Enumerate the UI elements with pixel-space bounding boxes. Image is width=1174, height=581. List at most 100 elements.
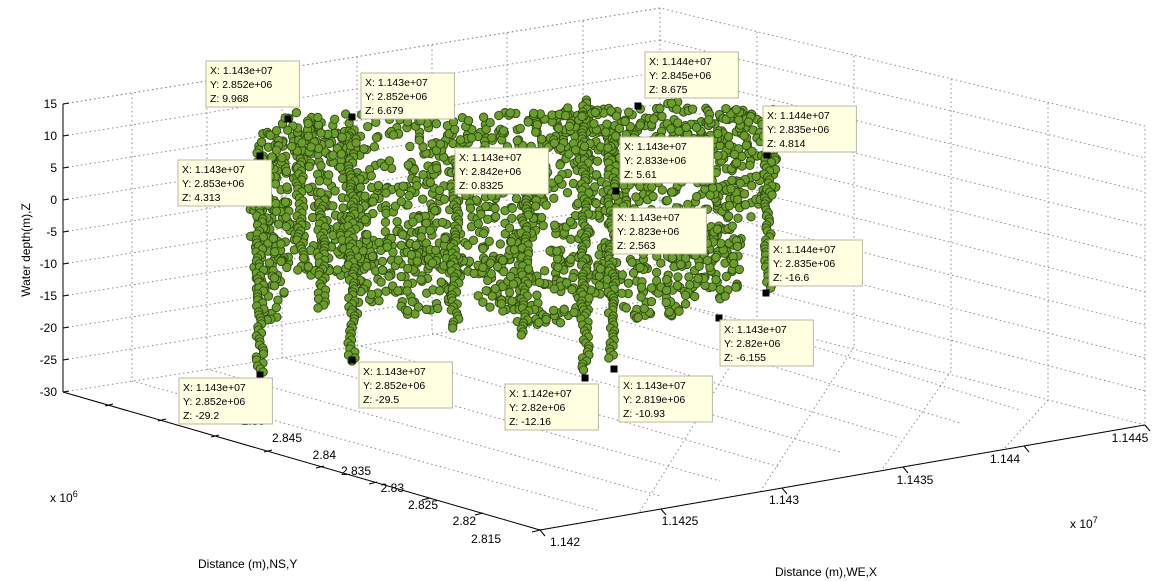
data-point: [655, 103, 665, 114]
datatip[interactable]: X: 1.143e+07 Y: 2.852e+06 Z: 9.968: [205, 60, 300, 108]
data-point: [713, 128, 723, 139]
datatip-marker[interactable]: [715, 314, 723, 322]
data-point: [506, 271, 516, 282]
data-point: [740, 200, 751, 210]
data-point: [711, 275, 721, 285]
datatip[interactable]: X: 1.143e+07 Y: 2.852e+06 Z: 6.679: [360, 72, 455, 120]
datatip-marker[interactable]: [762, 289, 770, 297]
data-point: [567, 284, 577, 295]
datatip-marker[interactable]: [256, 371, 264, 379]
datatip-line: Y: 2.835e+06: [773, 258, 835, 270]
datatip[interactable]: X: 1.143e+07 Y: 2.82e+06 Z: -6.155: [719, 319, 814, 367]
data-point: [589, 119, 599, 129]
datatip-marker[interactable]: [348, 113, 356, 121]
data-point: [565, 216, 576, 227]
datatip-marker[interactable]: [610, 365, 618, 373]
datatip[interactable]: X: 1.144e+07 Y: 2.835e+06 Z: 4.814: [762, 105, 857, 153]
datatip-line: Z: -29.2: [183, 410, 219, 422]
data-point: [603, 143, 613, 153]
datatip[interactable]: X: 1.143e+07 Y: 2.823e+06 Z: 2.563: [612, 207, 707, 255]
data-point: [431, 119, 442, 129]
datatip[interactable]: X: 1.142e+07 Y: 2.82e+06 Z: -12.16: [504, 383, 599, 431]
data-point: [681, 122, 691, 133]
data-point: [657, 185, 667, 195]
datatip-marker[interactable]: [256, 152, 264, 160]
data-point: [268, 233, 278, 244]
data-point: [506, 237, 517, 247]
data-point: [661, 297, 671, 308]
data-point: [337, 132, 347, 142]
data-point: [380, 226, 390, 237]
data-point: [661, 285, 672, 296]
data-point: [536, 212, 547, 223]
data-point: [487, 291, 497, 301]
data-point: [534, 277, 545, 288]
datatip-marker[interactable]: [284, 115, 292, 123]
datatip[interactable]: X: 1.143e+07 Y: 2.833e+06 Z: 5.61: [619, 136, 714, 184]
data-point: [491, 211, 501, 222]
y-axis-label: Distance (m),NS,Y: [198, 557, 297, 571]
data-point: [483, 214, 493, 224]
data-point: [360, 191, 370, 201]
data-point: [416, 275, 426, 285]
datatip-line: X: 1.143e+07: [624, 141, 687, 153]
datatip[interactable]: X: 1.143e+07 Y: 2.819e+06 Z: -10.93: [618, 375, 713, 423]
y-tick-label: 2.84: [313, 448, 337, 462]
data-point: [271, 302, 281, 313]
datatip-line: Y: 2.823e+06: [617, 226, 679, 238]
data-point: [529, 108, 539, 118]
data-point: [282, 262, 292, 273]
datatip-marker[interactable]: [634, 102, 642, 110]
data-point: [277, 153, 287, 163]
datatip-marker[interactable]: [348, 356, 356, 364]
data-point: [450, 124, 460, 135]
data-point: [712, 224, 722, 234]
data-point: [566, 254, 576, 264]
datatip-marker[interactable]: [581, 374, 589, 382]
datatip[interactable]: X: 1.143e+07 Y: 2.852e+06 Z: -29.2: [178, 377, 273, 425]
data-point: [743, 117, 754, 127]
data-point: [614, 123, 625, 134]
data-point: [683, 199, 693, 210]
y-tick-labels: 2.8152.822.8252.832.8352.842.8452.852.85…: [104, 399, 541, 546]
datatip-marker[interactable]: [763, 151, 771, 159]
data-point: [694, 261, 704, 271]
data-point: [403, 263, 413, 274]
datatip-line: Y: 2.82e+06: [724, 338, 781, 350]
data-point: [680, 290, 691, 300]
data-point: [376, 277, 386, 287]
datatip[interactable]: X: 1.143e+07 Y: 2.852e+06 Z: -29.5: [358, 361, 453, 409]
data-point: [751, 171, 761, 181]
z-tick-label: -25: [40, 353, 58, 367]
data-point: [304, 161, 314, 172]
data-point: [734, 264, 745, 275]
datatip[interactable]: X: 1.144e+07 Y: 2.845e+06 Z: 8.675: [644, 51, 739, 99]
datatip[interactable]: X: 1.143e+07 Y: 2.842e+06 Z: 0.8325: [454, 147, 549, 195]
data-point: [396, 196, 406, 207]
data-point: [271, 126, 282, 136]
data-point: [264, 258, 275, 268]
data-point: [636, 282, 647, 292]
data-point: [662, 195, 672, 206]
data-point: [591, 198, 601, 209]
datatip-line: Z: 0.8325: [459, 180, 504, 192]
datatip[interactable]: X: 1.144e+07 Y: 2.835e+06 Z: -16.6: [768, 239, 863, 287]
datatip-line: Z: 8.675: [649, 84, 688, 96]
data-point: [666, 98, 677, 108]
data-point: [328, 150, 338, 160]
data-point: [478, 262, 488, 273]
data-point: [746, 212, 756, 222]
data-point: [418, 194, 428, 204]
data-point: [276, 256, 286, 267]
data-point: [403, 306, 413, 316]
data-point: [636, 292, 646, 302]
data-point: [579, 141, 590, 152]
datatip[interactable]: X: 1.143e+07 Y: 2.853e+06 Z: 4.313: [177, 159, 272, 207]
data-point: [380, 217, 391, 227]
datatip-marker[interactable]: [612, 187, 620, 195]
data-point: [555, 143, 566, 153]
y-tick-label: 2.845: [272, 431, 302, 445]
x-axis-label: Distance (m),WE,X: [775, 565, 877, 579]
data-point: [366, 289, 377, 300]
data-point: [507, 203, 517, 213]
